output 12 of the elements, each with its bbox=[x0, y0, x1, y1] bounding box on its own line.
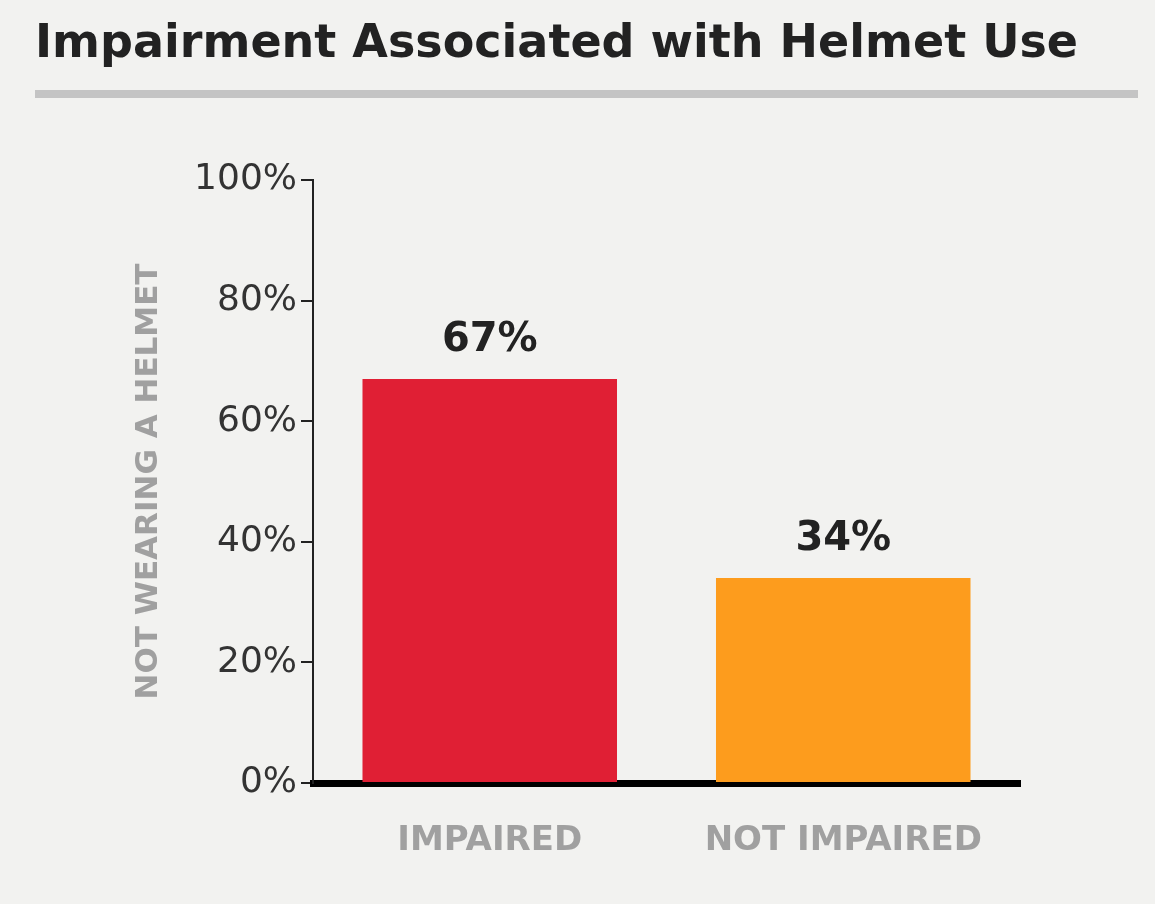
data-label: 67% bbox=[441, 314, 538, 361]
chart-title: Impairment Associated with Helmet Use bbox=[35, 14, 1079, 68]
y-tick-label: 80% bbox=[216, 276, 297, 318]
y-tick-label: 40% bbox=[216, 518, 297, 560]
x-tick-label: NOT IMPAIRED bbox=[704, 818, 982, 859]
y-tick-label: 100% bbox=[194, 156, 297, 198]
data-label: 34% bbox=[795, 513, 892, 560]
y-tick-label: 60% bbox=[216, 397, 297, 439]
y-tick-label: 0% bbox=[239, 759, 297, 801]
y-tick-label: 20% bbox=[216, 638, 297, 680]
x-tick-label: IMPAIRED bbox=[397, 818, 583, 859]
y-axis-title: NOT WEARING A HELMET bbox=[127, 263, 164, 700]
